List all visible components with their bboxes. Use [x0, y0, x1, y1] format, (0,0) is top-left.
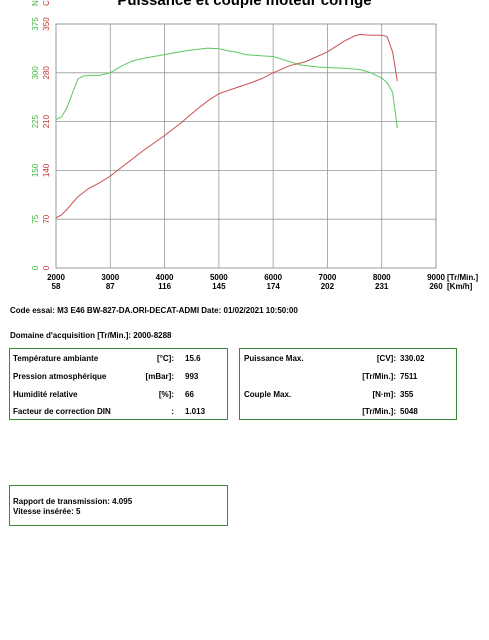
x-tick-label-kmh: 231 — [375, 282, 389, 291]
y-tick-label-power: 0 — [31, 265, 40, 270]
y-unit-torque: CV — [42, 0, 51, 6]
results-box: Puissance Max. [CV]: 330.02 [Tr/Min.]: 7… — [239, 348, 457, 420]
env-label-3: Facteur de correction DIN — [13, 407, 111, 416]
x-tick-label-kmh: 116 — [158, 282, 171, 291]
x-tick-label-rpm: 4000 — [156, 273, 174, 282]
env-label-1: Pression atmosphérique — [13, 372, 107, 381]
result-unit-2: [N·m]: — [372, 390, 396, 399]
result-value-3: 5048 — [400, 407, 418, 416]
result-value-0: 330.02 — [400, 354, 425, 363]
env-unit-3: : — [171, 407, 174, 416]
y-tick-label-power: 75 — [31, 214, 40, 223]
x-tick-label-rpm: 6000 — [264, 273, 282, 282]
y-tick-label-power: 375 — [31, 17, 40, 31]
x-tick-label-rpm: 8000 — [373, 273, 391, 282]
result-unit-1: [Tr/Min.]: — [362, 372, 396, 381]
x-tick-label-kmh: 58 — [52, 282, 61, 291]
result-label-2: Couple Max. — [244, 390, 292, 399]
y-tick-label-power: 150 — [31, 163, 40, 177]
dyno-chart: 2000583000874000116500014560001747000202… — [31, 0, 478, 291]
test-code-text: Code essai: M3 E46 BW-827-DA.ORI-DECAT-A… — [10, 306, 298, 315]
y-tick-label-power: 300 — [31, 66, 40, 80]
y-tick-label-power: 225 — [31, 114, 40, 128]
env-value-2: 66 — [185, 390, 194, 399]
result-label-0: Puissance Max. — [244, 354, 304, 363]
env-label-0: Température ambiante — [13, 354, 99, 363]
env-unit-1: [mBar]: — [145, 372, 174, 381]
transmission-box: Rapport de transmission: 4.095 Vitesse i… — [9, 485, 228, 526]
env-value-0: 15.6 — [185, 354, 201, 363]
x-unit-rpm: [Tr/Min.] — [447, 273, 478, 282]
env-label-2: Humidité relative — [13, 390, 78, 399]
x-tick-label-rpm: 9000 — [427, 273, 445, 282]
x-tick-label-kmh: 174 — [266, 282, 280, 291]
y-tick-label-torque: 350 — [42, 17, 51, 31]
env-unit-0: [°C]: — [157, 354, 174, 363]
env-value-3: 1.013 — [185, 407, 206, 416]
env-unit-2: [%]: — [158, 390, 174, 399]
environment-box: Température ambiante [°C]: 15.6 Pression… — [9, 348, 228, 420]
x-tick-label-kmh: 145 — [212, 282, 226, 291]
y-tick-label-torque: 210 — [42, 114, 51, 128]
y-unit-power: N·r — [31, 0, 40, 6]
y-tick-label-torque: 70 — [42, 214, 51, 223]
env-value-1: 993 — [185, 372, 199, 381]
result-value-2: 355 — [400, 390, 414, 399]
transmission-ratio-text: Rapport de transmission: 4.095 — [13, 497, 133, 506]
power-curve — [55, 47, 398, 129]
x-tick-label-rpm: 7000 — [319, 273, 337, 282]
x-tick-label-rpm: 5000 — [210, 273, 228, 282]
acquisition-range-text: Domaine d'acquisition [Tr/Min.]: 2000-82… — [10, 331, 172, 340]
gear-text: Vitesse insérée: 5 — [13, 507, 81, 516]
x-tick-label-rpm: 2000 — [47, 273, 65, 282]
x-unit-kmh: [Km/h] — [447, 282, 473, 291]
x-tick-label-kmh: 87 — [106, 282, 115, 291]
x-tick-label-rpm: 3000 — [101, 273, 119, 282]
torque-curve — [55, 33, 398, 219]
y-tick-label-torque: 0 — [42, 265, 51, 270]
result-unit-0: [CV]: — [376, 354, 396, 363]
x-tick-label-kmh: 260 — [429, 282, 443, 291]
result-value-1: 7511 — [400, 372, 418, 381]
plot-frame — [55, 23, 437, 269]
result-unit-3: [Tr/Min.]: — [362, 407, 396, 416]
x-tick-label-kmh: 202 — [321, 282, 335, 291]
y-tick-label-torque: 140 — [42, 163, 51, 177]
y-tick-label-torque: 280 — [42, 66, 51, 80]
chart-title: Puissance et couple moteur corrigé — [117, 0, 372, 9]
